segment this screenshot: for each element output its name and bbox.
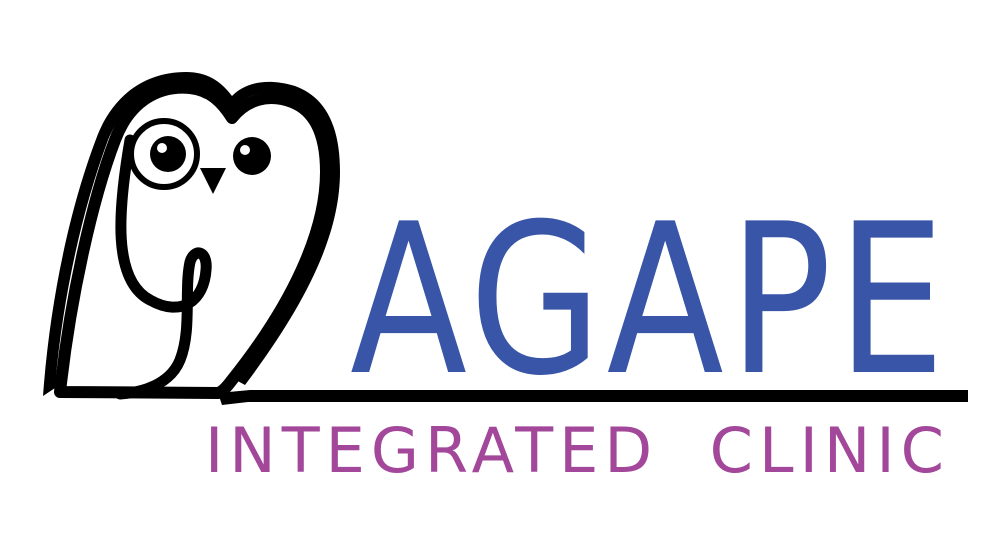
owl-left-eye: [150, 136, 186, 172]
owl-body-outline: [43, 72, 340, 396]
owl-left-eye-glint: [157, 143, 167, 153]
logo-baseline: [218, 390, 968, 405]
owl-right-eye: [233, 137, 271, 175]
tagline: INTEGRATED CLINIC: [205, 414, 950, 487]
owl-icon: [43, 72, 340, 400]
owl-right-eye-glint: [240, 145, 250, 155]
owl-beak: [200, 168, 226, 194]
brand-name: AGAPE: [350, 180, 950, 422]
owl-wing: [114, 134, 212, 400]
